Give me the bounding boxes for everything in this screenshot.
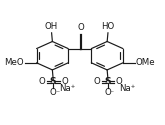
- Text: ⁻: ⁻: [110, 88, 114, 97]
- Text: O: O: [38, 77, 45, 86]
- Text: S: S: [105, 77, 111, 86]
- Text: ⁻: ⁻: [55, 88, 59, 97]
- Text: O: O: [61, 77, 68, 86]
- Text: O: O: [105, 88, 111, 97]
- Text: Na⁺: Na⁺: [59, 84, 76, 93]
- Text: O: O: [77, 23, 84, 32]
- Text: OH: OH: [45, 22, 58, 31]
- Text: OMe: OMe: [136, 58, 155, 67]
- Text: O: O: [93, 77, 100, 86]
- Text: MeO: MeO: [4, 58, 24, 67]
- Text: S: S: [50, 77, 56, 86]
- Text: HO: HO: [101, 22, 115, 31]
- Text: Na⁺: Na⁺: [119, 84, 135, 93]
- Text: O: O: [116, 77, 123, 86]
- Text: O: O: [50, 88, 57, 97]
